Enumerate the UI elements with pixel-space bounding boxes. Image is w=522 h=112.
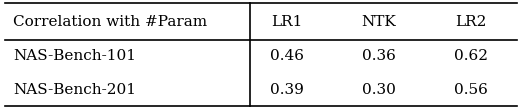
Text: NTK: NTK [361,15,396,29]
Text: NAS-Bench-101: NAS-Bench-101 [13,49,136,63]
Text: 0.56: 0.56 [454,83,488,97]
Text: LR2: LR2 [455,15,487,29]
Text: Correlation with #Param: Correlation with #Param [13,15,207,29]
Text: 0.39: 0.39 [270,83,303,97]
Text: 0.36: 0.36 [362,49,396,63]
Text: LR1: LR1 [271,15,302,29]
Text: 0.62: 0.62 [454,49,488,63]
Text: 0.46: 0.46 [269,49,304,63]
Text: 0.30: 0.30 [362,83,396,97]
Text: NAS-Bench-201: NAS-Bench-201 [13,83,136,97]
